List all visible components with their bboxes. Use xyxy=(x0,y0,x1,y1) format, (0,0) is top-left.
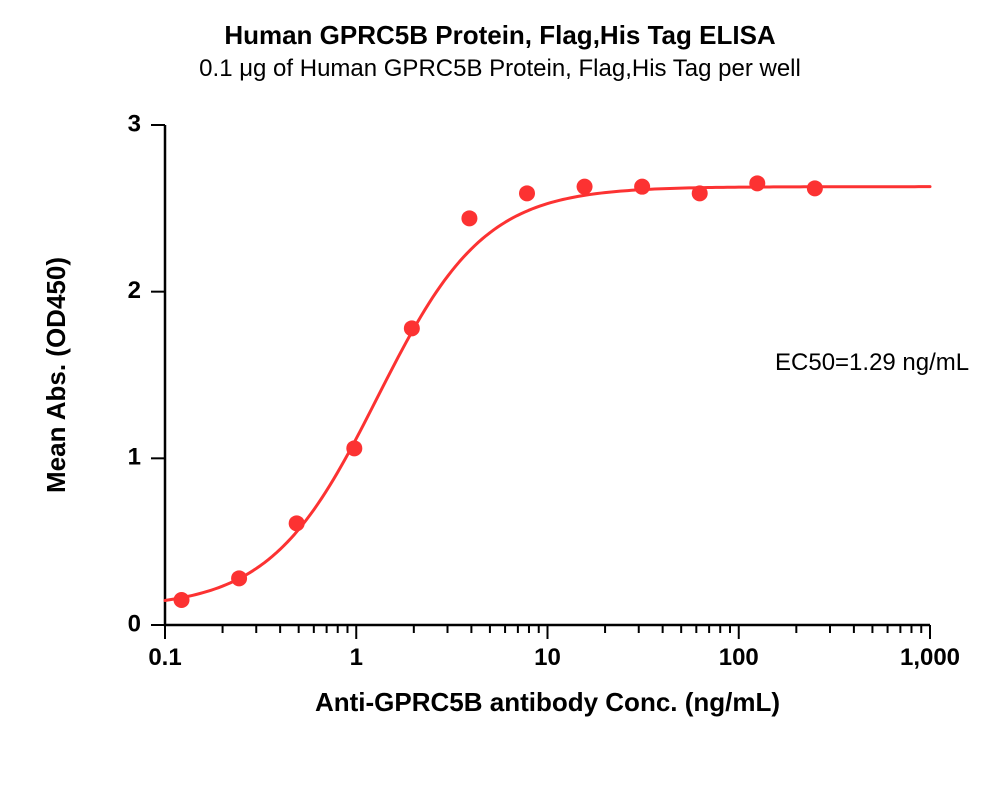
chart-svg: 0 1 2 3 0.1 1 10 100 1,000 Mean Abs. (OD450) Anti-… xyxy=(0,0,1000,791)
x-tick-label: 100 xyxy=(719,644,759,671)
elisa-chart: Human GPRC5B Protein, Flag,His Tag ELISA… xyxy=(0,0,1000,791)
y-tick-label: 1 xyxy=(128,444,141,471)
chart-title: Human GPRC5B Protein, Flag,His Tag ELISA xyxy=(0,20,1000,51)
y-tick-label: 0 xyxy=(128,610,141,637)
y-axis-label: Mean Abs. (OD450) xyxy=(41,257,71,493)
data-point xyxy=(289,515,305,531)
chart-subtitle: 0.1 μg of Human GPRC5B Protein, Flag,His… xyxy=(0,55,1000,83)
x-tick-label: 1,000 xyxy=(900,644,960,671)
ec50-annotation: EC50=1.29 ng/mL xyxy=(775,349,969,376)
y-tick-label: 2 xyxy=(128,277,141,304)
x-axis-label: Anti-GPRC5B antibody Conc. (ng/mL) xyxy=(315,687,780,717)
data-point xyxy=(174,592,190,608)
data-point xyxy=(519,185,535,201)
fit-curve xyxy=(165,187,930,601)
data-point xyxy=(807,180,823,196)
data-point xyxy=(231,570,247,586)
data-point xyxy=(692,185,708,201)
chart-titles: Human GPRC5B Protein, Flag,His Tag ELISA… xyxy=(0,20,1000,83)
data-point xyxy=(749,175,765,191)
x-tick-label: 0.1 xyxy=(148,644,181,671)
data-point xyxy=(346,440,362,456)
data-point xyxy=(634,179,650,195)
data-point xyxy=(577,179,593,195)
x-tick-label: 10 xyxy=(534,644,561,671)
data-point xyxy=(461,210,477,226)
data-point xyxy=(404,320,420,336)
y-tick-label: 3 xyxy=(128,110,141,137)
x-tick-label: 1 xyxy=(350,644,363,671)
